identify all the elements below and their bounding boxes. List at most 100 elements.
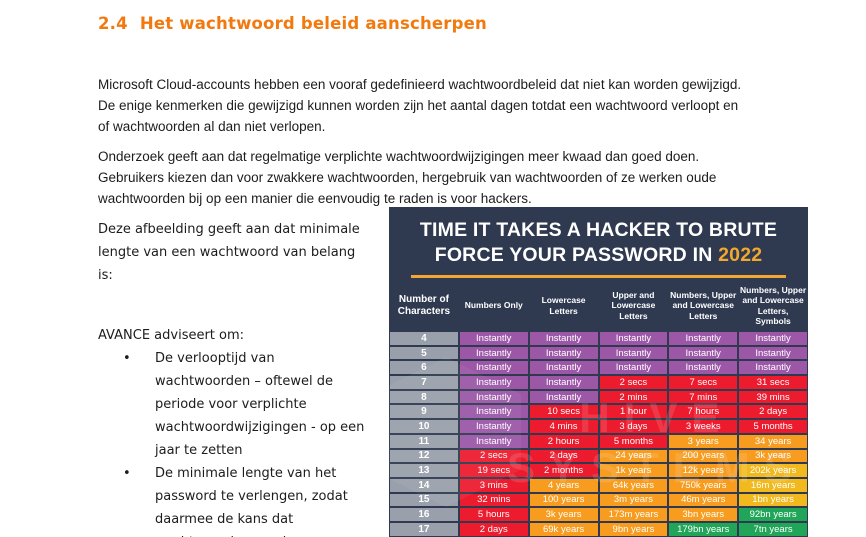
crack-time-cell: 69k years <box>529 522 598 536</box>
crack-time-cell: 92bn years <box>739 508 807 521</box>
char-count-cell: 17 <box>390 522 458 536</box>
char-count-cell: 6 <box>390 361 458 375</box>
crack-time-cell: 202k years <box>739 464 807 477</box>
crack-time-cell: 3 mins <box>459 478 528 492</box>
table-row: 4 Instantly Instantly Instantly Instantly Ins… <box>390 332 807 345</box>
crack-time-cell: Instantly <box>669 346 738 360</box>
char-count-cell: 7 <box>390 376 458 389</box>
crack-time-cell: Instantly <box>459 376 528 389</box>
crack-time-cell: Instantly <box>529 390 598 404</box>
crack-time-cell: 1k years <box>599 464 668 477</box>
header-numbers-only: Numbers Only <box>464 300 523 311</box>
crack-time-cell: 173m years <box>599 508 668 521</box>
section-title: Het wachtwoord beleid aanscherpen <box>139 14 487 33</box>
crack-time-cell: 3m years <box>599 493 668 507</box>
char-count-cell: 11 <box>390 434 458 448</box>
table-row: 11 Instantly 2 hours 5 months 3 years 34 year… <box>390 434 807 448</box>
header-number-of-characters: Number of Characters <box>397 293 451 317</box>
char-count-cell: 12 <box>390 449 458 463</box>
title-underline <box>411 275 786 278</box>
char-count-cell: 16 <box>390 508 458 521</box>
crack-time-cell: Instantly <box>459 332 528 345</box>
infographic-title-line2: FORCE YOUR PASSWORD IN 2022 <box>434 244 763 266</box>
table-row: 15 32 mins 100 years 3m years 46m years 1bn y… <box>390 493 807 507</box>
crack-time-cell: Instantly <box>739 332 807 345</box>
table-row: 6 Instantly Instantly Instantly Instantly Ins… <box>390 361 807 375</box>
table-row: 12 2 secs 2 days 24 years 200 years 3k years <box>390 449 807 463</box>
header-numbers-upper-lowercase-symbols: Numbers, Upper and Lowercase Letters, Sy… <box>740 284 807 327</box>
crack-time-cell: 200 years <box>669 449 738 463</box>
table-row: 14 3 mins 4 years 64k years 750k years 16m ye… <box>390 478 807 492</box>
char-count-cell: 4 <box>390 332 458 345</box>
char-count-cell: 8 <box>390 390 458 404</box>
crack-time-cell: 7 hours <box>669 405 738 419</box>
crack-time-cell: 3 weeks <box>669 420 738 433</box>
crack-time-cell: 5 hours <box>459 508 528 521</box>
crack-time-cell: 7tn years <box>739 522 807 536</box>
crack-time-cell: Instantly <box>529 376 598 389</box>
crack-time-cell: 3k years <box>529 508 598 521</box>
crack-time-cell: 2 mins <box>599 390 668 404</box>
crack-time-cell: Instantly <box>599 361 668 375</box>
crack-time-cell: 32 mins <box>459 493 528 507</box>
char-count-cell: 5 <box>390 346 458 360</box>
crack-time-cell: Instantly <box>739 361 807 375</box>
crack-time-cell: 2 secs <box>459 449 528 463</box>
crack-time-cell: 2 days <box>739 405 807 419</box>
paragraph-password-policy: Microsoft Cloud-accounts hebben een voor… <box>98 76 742 134</box>
advice-label: AVANCE adviseert om: <box>98 328 245 343</box>
table-row: 7 Instantly Instantly 2 secs 7 secs 31 secs <box>390 376 807 389</box>
crack-time-cell: 2 days <box>529 449 598 463</box>
password-time-table: 4 Instantly Instantly Instantly Instantly Ins… <box>389 332 808 536</box>
crack-time-cell: 46m years <box>669 493 738 507</box>
crack-time-cell: Instantly <box>669 361 738 375</box>
paragraph-research: Onderzoek geeft aan dat regelmatige verp… <box>98 148 717 206</box>
crack-time-cell: 2 months <box>529 464 598 477</box>
crack-time-cell: 34 years <box>739 434 807 448</box>
crack-time-cell: 5 months <box>739 420 807 433</box>
char-count-cell: 10 <box>390 420 458 433</box>
crack-time-cell: 24 years <box>599 449 668 463</box>
char-count-cell: 13 <box>390 464 458 477</box>
table-row: 10 Instantly 4 mins 3 days 3 weeks 5 months <box>390 420 807 433</box>
crack-time-cell: 3k years <box>739 449 807 463</box>
bullet-item-length: De minimale lengte van het password te v… <box>98 462 370 537</box>
header-upper-lowercase: Upper and Lowercase Letters <box>611 289 656 321</box>
crack-time-cell: Instantly <box>739 346 807 360</box>
crack-time-cell: Instantly <box>459 434 528 448</box>
crack-time-cell: Instantly <box>529 361 598 375</box>
bullet-item-expiry: De verlooptijd van wachtwoorden – oftewe… <box>98 347 370 462</box>
char-count-cell: 15 <box>390 493 458 507</box>
crack-time-cell: 64k years <box>599 478 668 492</box>
crack-time-cell: 2 days <box>459 522 528 536</box>
crack-time-cell: 3bn years <box>669 508 738 521</box>
table-row: 13 19 secs 2 months 1k years 12k years 202k y… <box>390 464 807 477</box>
table-row: 5 Instantly Instantly Instantly Instantly Ins… <box>390 346 807 360</box>
crack-time-cell: Instantly <box>599 332 668 345</box>
crack-time-cell: 19 secs <box>459 464 528 477</box>
crack-time-cell: 3 years <box>669 434 738 448</box>
crack-time-cell: Instantly <box>459 420 528 433</box>
crack-time-cell: 179bn years <box>669 522 738 536</box>
crack-time-cell: 3 days <box>599 420 668 433</box>
table-row: 8 Instantly Instantly 2 mins 7 mins 39 mins <box>390 390 807 404</box>
crack-time-cell: 12k years <box>669 464 738 477</box>
crack-time-cell: Instantly <box>529 346 598 360</box>
crack-time-cell: 9bn years <box>599 522 668 536</box>
image-caption-intro: Deze afbeelding geeft aan dat minimale l… <box>98 222 360 283</box>
crack-time-cell: 16m years <box>739 478 807 492</box>
crack-time-cell: Instantly <box>529 332 598 345</box>
crack-time-cell: 7 secs <box>669 376 738 389</box>
crack-time-cell: 1bn years <box>739 493 807 507</box>
crack-time-cell: Instantly <box>459 390 528 404</box>
advice-bullet-list: De verlooptijd van wachtwoorden – oftewe… <box>98 347 370 537</box>
crack-time-cell: 7 mins <box>669 390 738 404</box>
table-header-row: Number of Characters Numbers Only Lowerc… <box>389 283 808 328</box>
crack-time-cell: 1 hour <box>599 405 668 419</box>
crack-time-cell: 31 secs <box>739 376 807 389</box>
year-highlight: 2022 <box>718 244 763 266</box>
char-count-cell: 9 <box>390 405 458 419</box>
crack-time-cell: 39 mins <box>739 390 807 404</box>
table-row: 16 5 hours 3k years 173m years 3bn years 92bn… <box>390 508 807 521</box>
